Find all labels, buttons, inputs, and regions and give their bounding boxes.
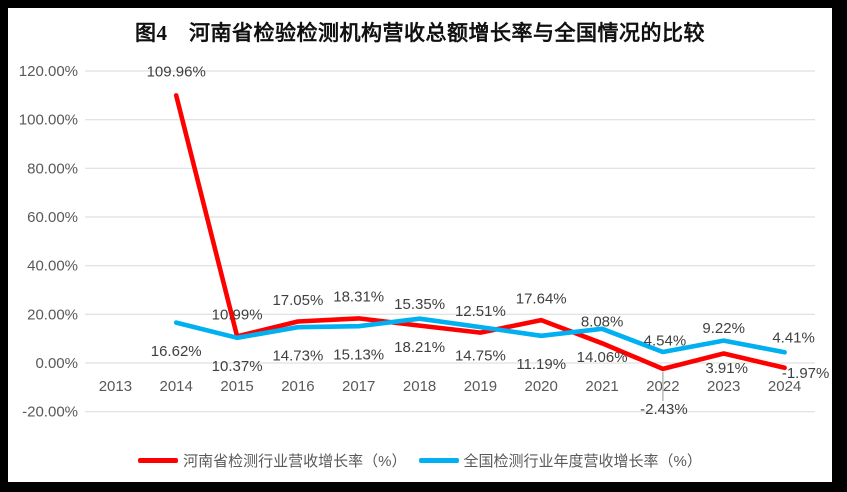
data-label: 3.91% <box>705 360 748 377</box>
legend-item-national: 全国检测行业年度营收增长率（%） <box>418 450 702 471</box>
line-chart: 120.00% 100.00% 80.00% 60.00% 40.00% 20.00% 0.… <box>19 63 830 421</box>
y-axis-tick-label: 100.00% <box>19 112 78 129</box>
x-axis-tick-label: 2013 <box>99 378 132 395</box>
y-axis-tick-label: 20.00% <box>27 306 78 323</box>
x-axis-tick-label: 2018 <box>403 378 436 395</box>
data-label: 18.21% <box>394 339 445 356</box>
legend-line-marker <box>138 457 179 463</box>
y-axis-tick-label: 60.00% <box>27 209 78 226</box>
x-axis-tick-label: 2015 <box>220 378 253 395</box>
data-label: 9.22% <box>702 320 745 337</box>
legend-label: 全国检测行业年度营收增长率（%） <box>463 452 702 470</box>
data-label: 12.51% <box>455 303 506 320</box>
x-axis-tick-label: 2014 <box>160 378 193 395</box>
legend-line-marker <box>418 457 459 463</box>
x-axis-tick-label: 2019 <box>464 378 497 395</box>
data-label: 4.41% <box>772 330 815 347</box>
x-axis-tick-label: 2020 <box>525 378 558 395</box>
data-label: 14.06% <box>577 349 628 366</box>
legend-label: 河南省检测行业营收增长率（%） <box>183 452 407 470</box>
legend-item-henan: 河南省检测行业营收增长率（%） <box>138 450 407 471</box>
data-label: 14.75% <box>455 347 506 364</box>
data-label: 11.19% <box>516 356 566 373</box>
data-label: 10.37% <box>212 358 263 375</box>
y-axis-tick-label: 80.00% <box>27 160 78 177</box>
data-label: 14.73% <box>272 348 323 365</box>
data-label: 16.62% <box>151 343 202 360</box>
data-label: -1.97% <box>782 365 830 382</box>
x-axis-tick-label: 2021 <box>585 378 618 395</box>
data-label: 10.99% <box>212 307 263 324</box>
x-axis-tick-label: 2023 <box>707 378 740 395</box>
series-line-henan <box>173 93 787 372</box>
series-line-national <box>173 316 787 355</box>
y-axis-tick-label: 120.00% <box>19 63 78 80</box>
data-label: 17.64% <box>516 290 567 307</box>
x-axis-tick-label: 2017 <box>342 378 375 395</box>
data-label: 18.31% <box>333 289 384 306</box>
chart-legend: 河南省检测行业营收增长率（%） 全国检测行业年度营收增长率（%） <box>8 446 832 474</box>
chart-title: 图4 河南省检验检测机构营收总额增长率与全国情况的比较 <box>135 21 705 45</box>
y-axis-tick-label: 40.00% <box>27 258 78 275</box>
data-label: 15.35% <box>394 296 445 313</box>
data-label: -2.43% <box>640 401 688 418</box>
y-axis-tick-label: -20.00% <box>22 404 78 421</box>
data-label: 8.08% <box>581 314 624 331</box>
data-label: 109.96% <box>147 64 206 81</box>
chart-panel: 120.00% 100.00% 80.00% 60.00% 40.00% 20.00% 0.… <box>8 8 832 482</box>
data-label: 17.05% <box>272 292 323 309</box>
data-label: 4.54% <box>644 332 687 349</box>
x-axis-tick-label: 2024 <box>768 378 801 395</box>
y-axis-tick-label: 0.00% <box>35 355 78 372</box>
data-label: 15.13% <box>333 347 384 364</box>
x-axis-tick-label: 2016 <box>281 378 314 395</box>
